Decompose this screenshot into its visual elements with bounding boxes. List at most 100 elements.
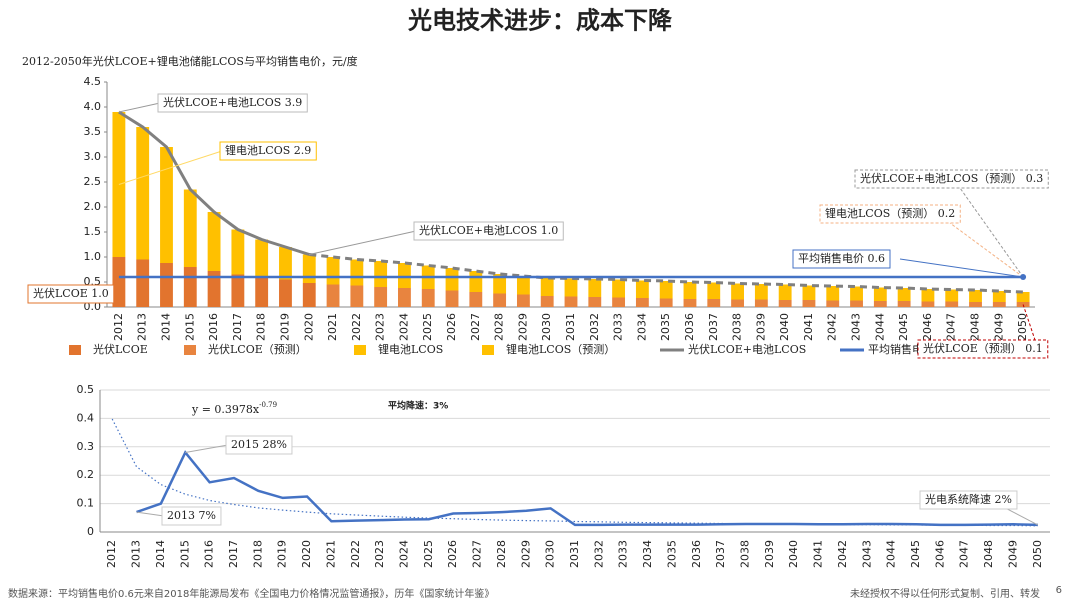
x-tick-label: 2029 (519, 540, 532, 568)
x-tick-label: 2036 (683, 313, 696, 341)
annotation: 光伏LCOE（预测） 0.1 (923, 341, 1043, 355)
bar (683, 299, 697, 307)
x-tick-label: 2030 (540, 313, 553, 341)
leader-line (185, 444, 229, 453)
legend-swatch (69, 345, 81, 355)
y-tick-label: 4.0 (84, 100, 102, 113)
legend-swatch (354, 345, 366, 355)
x-tick-label: 2042 (836, 540, 849, 568)
y-tick-label: 0.2 (77, 468, 95, 481)
x-tick-label: 2032 (592, 540, 605, 568)
bar (302, 254, 316, 283)
x-tick-label: 2038 (739, 540, 752, 568)
x-tick-label: 2046 (933, 540, 946, 568)
x-tick-label: 2028 (493, 313, 506, 341)
bar (326, 284, 340, 307)
x-tick-label: 2031 (568, 540, 581, 568)
x-tick-label: 2013 (130, 540, 143, 568)
annotation-box (919, 490, 1018, 510)
bar (207, 271, 221, 307)
x-tick-label: 2041 (802, 313, 815, 341)
bar (778, 300, 792, 307)
bar (207, 212, 221, 271)
bar (802, 285, 816, 300)
y-tick-label: 3.0 (84, 150, 102, 163)
annotation: 平均销售电价 0.6 (798, 251, 885, 265)
bar (516, 276, 530, 295)
bar (850, 286, 863, 301)
bar (1016, 292, 1030, 302)
trend-equation-exponent: -0.79 (259, 401, 277, 409)
x-tick-label: 2049 (992, 313, 1005, 341)
x-tick-label: 2026 (446, 540, 459, 568)
x-tick-label: 2025 (422, 540, 435, 568)
bar (897, 288, 911, 301)
bar (445, 268, 459, 291)
x-tick-label: 2045 (909, 540, 922, 568)
x-tick-label: 2015 (178, 540, 191, 568)
x-tick-label: 2021 (324, 540, 337, 568)
x-tick-label: 2027 (471, 540, 484, 568)
x-tick-label: 2039 (754, 313, 767, 341)
y-tick-label: 4.5 (84, 75, 102, 88)
x-tick-label: 2020 (300, 540, 313, 568)
bar (469, 292, 483, 307)
bar (992, 291, 1006, 302)
x-tick-label: 2047 (958, 540, 971, 568)
legend-swatch (184, 345, 196, 355)
footer-source: 数据来源：平均销售电价0.6元来自2018年能源局发布《全国电力价格情况监管通报… (8, 587, 494, 600)
bar (635, 280, 649, 298)
bar (374, 261, 388, 287)
bar (231, 274, 245, 307)
leader-line (949, 222, 1024, 278)
x-tick-label: 2021 (326, 313, 339, 341)
x-tick-label: 2031 (564, 313, 577, 341)
x-tick-label: 2024 (397, 540, 410, 568)
x-tick-label: 2034 (635, 313, 648, 341)
bar (707, 282, 721, 299)
footer-copyright: 未经授权不得以任何形式复制、引用、转发 (850, 587, 1040, 600)
x-tick-label: 2018 (251, 540, 264, 568)
annotation: 2013 7% (167, 509, 216, 522)
x-tick-label: 2041 (812, 540, 825, 568)
bar (873, 301, 887, 307)
leader-line (899, 258, 1024, 278)
bar (183, 267, 197, 307)
annotation: 锂电池LCOS 2.9 (225, 143, 311, 157)
bar (136, 259, 150, 307)
bar (850, 300, 863, 307)
bar (350, 285, 364, 307)
annotation-box (413, 221, 564, 241)
y-tick-label: 2.5 (84, 175, 102, 188)
bar (231, 229, 245, 275)
x-tick-label: 2033 (617, 540, 630, 568)
bar (731, 299, 744, 307)
bar (350, 259, 364, 286)
x-tick-label: 2022 (350, 313, 363, 341)
bar (921, 301, 935, 307)
bar (612, 279, 626, 298)
bar (588, 279, 602, 297)
legend-label: 光伏LCOE (93, 342, 148, 356)
x-tick-label: 2014 (159, 313, 172, 341)
trend-equation: y = 0.3978x-0.79 (191, 401, 277, 416)
bar (969, 290, 982, 302)
annotation-box (792, 249, 891, 269)
y-tick-label: 0.5 (77, 383, 95, 396)
bar (398, 263, 411, 288)
x-tick-label: 2027 (469, 313, 482, 341)
leader-line (1022, 304, 1036, 341)
x-tick-label: 2033 (612, 313, 625, 341)
bar (969, 302, 982, 307)
x-tick-label: 2012 (105, 540, 118, 568)
annotation-box (819, 204, 961, 224)
annotation-box (27, 284, 115, 304)
x-tick-label: 2019 (276, 540, 289, 568)
annotation: 光伏LCOE+电池LCOS 3.9 (163, 95, 302, 109)
bar (540, 278, 554, 296)
bar (445, 290, 459, 307)
bar (826, 300, 840, 307)
x-tick-label: 2043 (850, 313, 863, 341)
bar (374, 287, 388, 307)
bar (588, 297, 602, 307)
